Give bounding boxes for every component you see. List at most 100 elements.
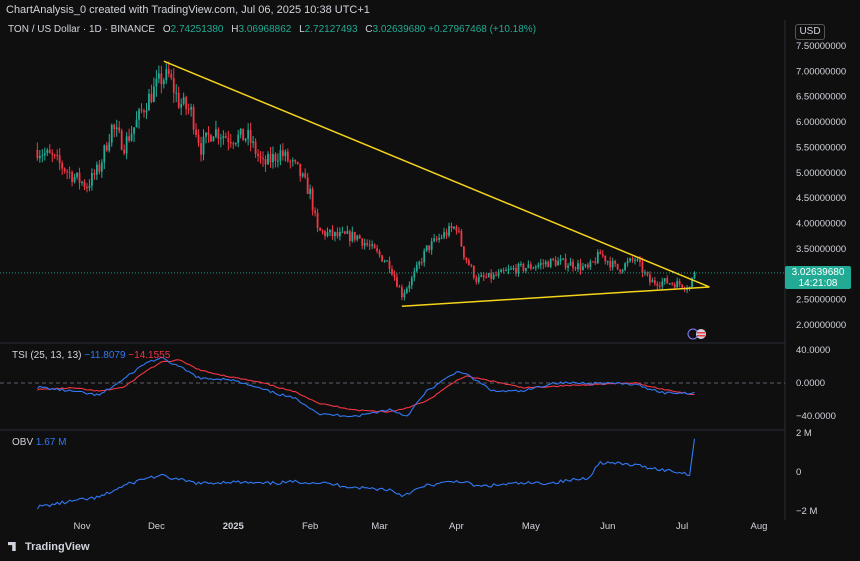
candle-body <box>418 262 421 265</box>
candle-body <box>281 150 284 156</box>
candle-body <box>291 160 294 162</box>
candle-body <box>450 226 453 229</box>
tradingview-brand[interactable]: TradingView <box>8 541 90 553</box>
candle-body <box>150 93 153 102</box>
candle-body <box>373 244 376 249</box>
currency-badge[interactable]: USD <box>795 24 825 40</box>
candle-body <box>153 86 155 102</box>
candle-body <box>356 235 359 240</box>
candle-body <box>135 119 138 128</box>
time-tick-label: Jul <box>676 521 688 532</box>
candle-body <box>162 80 165 85</box>
tsi-value: −11.8079 <box>84 350 126 361</box>
candle-body <box>624 263 626 270</box>
candle-body <box>192 107 195 130</box>
candle-body <box>537 264 540 267</box>
candle-body <box>202 136 205 155</box>
candle-body <box>43 153 46 156</box>
candle-body <box>405 288 408 293</box>
candle-body <box>425 245 428 251</box>
candle-body <box>371 244 374 246</box>
time-tick-label: Aug <box>751 521 768 532</box>
candle-body <box>41 155 44 157</box>
candle-body <box>306 177 309 195</box>
candle-body <box>274 154 277 161</box>
candle-body <box>324 231 326 236</box>
candle-body <box>46 149 49 154</box>
candle-body <box>71 172 73 183</box>
candle-body <box>502 269 505 271</box>
candle-body <box>691 278 693 287</box>
candle-body <box>239 128 242 135</box>
candle-body <box>185 97 188 109</box>
candle-body <box>653 280 656 284</box>
candle-body <box>619 269 622 272</box>
obv-value: 1.67 M <box>35 437 67 448</box>
header-attribution: ChartAnalysis_0 created with TradingView… <box>0 0 860 20</box>
candle-body <box>391 268 393 275</box>
tsi-tick-label: 40.0000 <box>796 345 830 356</box>
candle-body <box>629 258 631 262</box>
candle-body <box>591 261 594 263</box>
candle-body <box>448 226 450 236</box>
candle-body <box>520 263 522 265</box>
candle-body <box>515 267 517 274</box>
candle-body <box>348 231 351 242</box>
candle-body <box>68 172 71 174</box>
candle-body <box>572 261 574 268</box>
candle-body <box>497 272 500 276</box>
tsi-legend[interactable]: TSI (25, 13, 13) −11.8079 −14.1555 <box>12 350 170 361</box>
candle-body <box>596 251 599 264</box>
candle-body <box>182 97 185 104</box>
candle-body <box>187 108 190 110</box>
candle-body <box>626 261 629 264</box>
candle-body <box>542 263 545 265</box>
candle-body <box>507 269 510 271</box>
candle-body <box>554 259 557 266</box>
countdown-text: 14:21:08 <box>798 278 838 289</box>
candle-body <box>472 265 475 278</box>
candle-body <box>415 264 418 272</box>
candle-body <box>177 92 180 108</box>
candle-body <box>138 109 140 120</box>
candle-body <box>564 258 567 268</box>
candle-body <box>631 258 634 261</box>
candle-body <box>319 227 321 231</box>
upper-trendline <box>163 60 710 288</box>
flag-icon-stripe <box>697 332 705 334</box>
candle-body <box>48 149 51 153</box>
price-tick-label: 4.50000000 <box>796 193 846 204</box>
symbol-label[interactable]: TON / US Dollar · 1D · BINANCE <box>8 24 156 35</box>
candle-body <box>321 230 324 232</box>
candle-body <box>524 268 527 271</box>
candle-body <box>440 237 443 239</box>
candle-body <box>331 229 334 237</box>
candle-body <box>336 232 339 237</box>
candle-body <box>458 230 460 232</box>
candle-body <box>671 283 674 285</box>
candle-body <box>557 260 560 266</box>
candle-body <box>219 138 222 140</box>
candle-body <box>195 129 197 135</box>
candle-body <box>252 141 255 144</box>
candle-body <box>61 163 64 169</box>
candle-body <box>584 264 587 267</box>
candle-body <box>527 264 530 269</box>
candle-body <box>91 172 93 186</box>
candle-body <box>686 289 688 291</box>
candle-body <box>145 110 148 113</box>
candle-body <box>143 110 145 113</box>
candle-body <box>314 210 317 213</box>
candle-body <box>123 149 126 154</box>
obv-legend[interactable]: OBV 1.67 M <box>12 437 66 448</box>
candle-body <box>100 162 103 172</box>
candle-body <box>229 141 232 144</box>
candle-body <box>433 238 436 242</box>
candle-body <box>125 136 128 154</box>
candle-body <box>517 263 520 274</box>
candle-body <box>639 259 641 263</box>
candle-body <box>539 263 542 265</box>
candle-body <box>157 73 160 79</box>
candle-body <box>651 280 654 283</box>
